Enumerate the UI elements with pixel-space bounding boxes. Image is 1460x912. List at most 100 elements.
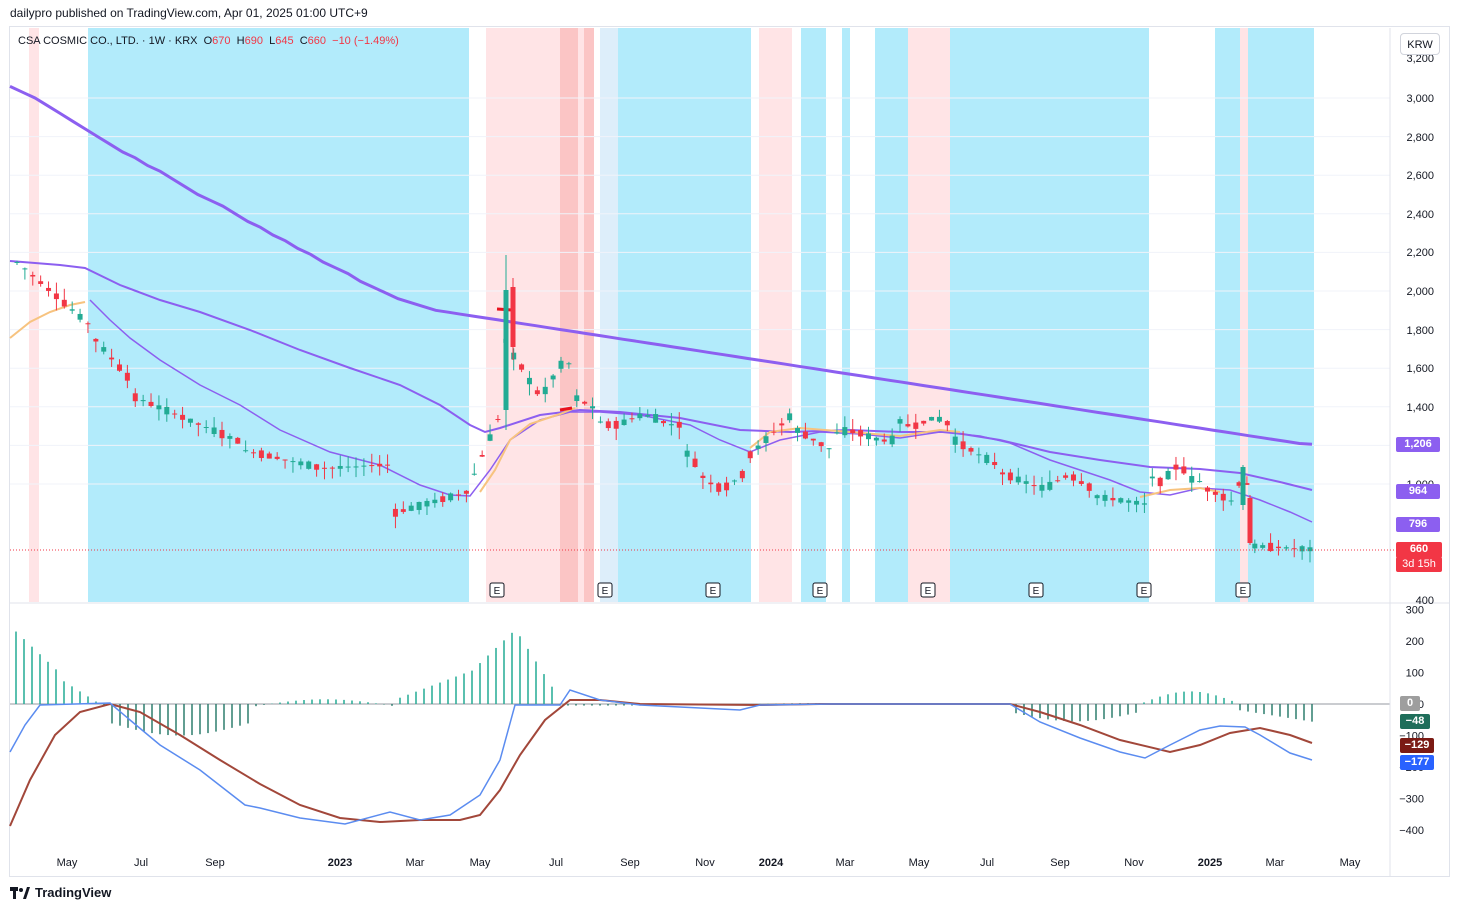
candle-body: [905, 424, 911, 427]
candle-body: [258, 450, 264, 459]
candle-body: [369, 465, 375, 467]
candle-body: [842, 427, 848, 436]
candle-body: [187, 418, 193, 423]
candle-body: [1086, 483, 1092, 491]
candle-body: [377, 463, 383, 467]
candle-body: [755, 445, 761, 449]
candles: [14, 255, 1313, 563]
candle-body: [795, 428, 801, 433]
candle-body: [960, 441, 966, 450]
macd-tick-label: 0: [1418, 699, 1424, 711]
candle-body: [873, 437, 879, 441]
legend-change: −10 (−1.49%): [332, 35, 399, 47]
candle-body: [1055, 480, 1061, 482]
candle-body: [621, 419, 627, 426]
symbol-legend: CSA COSMIC CO., LTD. · 1W · KRX O670 H69…: [18, 35, 399, 47]
ma-orange-segment: [749, 426, 961, 449]
candle-body: [503, 290, 509, 410]
earnings-marker-label: E: [710, 586, 717, 597]
candle-body: [1173, 464, 1179, 470]
candle-body: [416, 501, 422, 510]
candle-body: [53, 293, 59, 300]
legend-close-label: C: [299, 35, 308, 47]
candle-body: [337, 465, 343, 469]
candle-body: [858, 430, 864, 437]
background-band: [759, 28, 792, 602]
macd-tick-label: −400: [1399, 825, 1424, 837]
candle-body: [77, 313, 83, 320]
candle-body: [1000, 472, 1006, 475]
background-band: [560, 28, 578, 602]
earnings-marker-box: [1028, 582, 1044, 598]
candle-body: [495, 418, 501, 420]
candle-body: [1247, 498, 1253, 543]
macd-signal-tag: −129: [1400, 738, 1434, 753]
tradingview-logo[interactable]: TradingView: [10, 885, 111, 900]
candle-body: [329, 467, 335, 469]
candle-body: [487, 434, 493, 441]
macd-tick-label: 200: [1406, 636, 1424, 648]
candle-body: [1307, 547, 1313, 552]
price-tick-label: 2,400: [1406, 209, 1434, 221]
candle-body: [46, 287, 52, 291]
candle-body: [1094, 495, 1100, 499]
candle-body: [590, 406, 596, 409]
candle-body: [913, 422, 919, 429]
candle-body: [1039, 484, 1045, 491]
candle-body: [148, 401, 154, 407]
candle-body: [889, 435, 895, 445]
candle-body: [274, 456, 280, 459]
candle-body: [85, 323, 91, 325]
candle-body: [1070, 474, 1076, 481]
candle-body: [566, 363, 572, 365]
candle-body: [763, 436, 769, 444]
candle-body: [1197, 481, 1203, 483]
ma50-price-tag: 796: [1396, 517, 1440, 532]
time-tick-label: Mar: [406, 857, 425, 869]
candle-body: [661, 421, 666, 424]
candle-body: [700, 475, 706, 479]
earnings-marker-label: E: [1141, 586, 1148, 597]
currency-button[interactable]: KRW: [1400, 33, 1440, 55]
candle-body: [613, 420, 619, 429]
legend-low-label: L: [269, 35, 276, 47]
candle-body: [93, 338, 99, 342]
price-tick-label: 2,600: [1406, 170, 1434, 182]
candle-body: [526, 377, 532, 385]
candle-body: [432, 499, 438, 504]
publish-header: dailypro published on TradingView.com, A…: [10, 6, 368, 20]
candle-body: [582, 401, 588, 404]
time-tick-label: May: [57, 857, 78, 869]
candle-body: [235, 437, 241, 444]
time-tick-label: May: [909, 857, 930, 869]
macd-tick-label: −300: [1399, 794, 1424, 806]
time-tick-label: 2024: [759, 857, 784, 869]
candle-body: [290, 461, 296, 463]
countdown-tag: 3d 15h: [1396, 557, 1442, 572]
candle-body: [834, 432, 840, 434]
time-tick-label: Jul: [549, 857, 563, 869]
price-tick-label: 2,800: [1406, 132, 1434, 144]
candle-body: [968, 448, 974, 452]
candle-body: [219, 429, 225, 439]
candle-body: [731, 480, 737, 482]
candle-body: [211, 427, 217, 434]
candle-body: [1291, 548, 1297, 550]
candle-body: [132, 393, 138, 402]
candle-body: [708, 482, 714, 485]
candle-body: [448, 493, 454, 501]
candle-body: [1260, 545, 1266, 548]
candle-body: [251, 452, 257, 454]
macd-pane: [9, 631, 1390, 827]
candle-body: [361, 465, 367, 467]
candle-body: [1141, 503, 1147, 505]
candle-body: [463, 490, 469, 494]
candle-body: [629, 418, 635, 420]
candle-body: [1165, 470, 1171, 480]
candle-body: [1299, 546, 1305, 552]
candle-body: [1031, 485, 1037, 487]
macd-line: [9, 689, 1313, 825]
candle-body: [850, 429, 856, 433]
background-bands: [29, 28, 1314, 602]
